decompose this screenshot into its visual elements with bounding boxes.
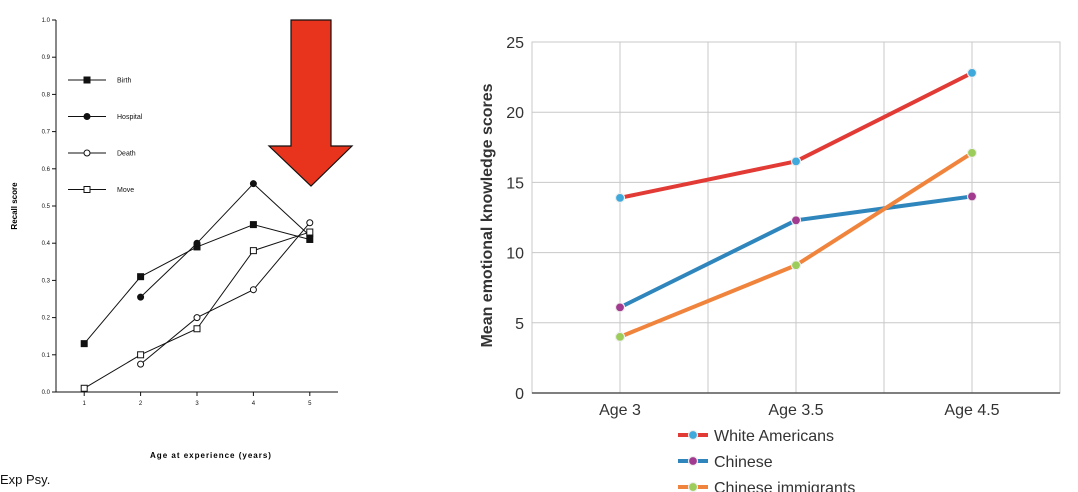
point-chinese: [790, 215, 802, 226]
right-x-tick-label: Age 3.5: [768, 402, 823, 419]
recall-score-chart: 0.0 0.1 0.2 0.3 0.4 0.5 0.6 0.7 0.8 0.9 1.0 1 2 3 4 5 B…: [10, 18, 354, 460]
legend-label-hospital: Hospital: [117, 114, 143, 121]
left-y-tick-label: 0.2: [42, 316, 51, 322]
left-y-tick-label: 0.3: [42, 278, 51, 284]
left-x-tick-label: 4: [252, 401, 256, 407]
left-axes: [52, 19, 338, 396]
point-chinese: [966, 191, 978, 202]
right-y-tick-label: 10: [506, 246, 524, 263]
right-tick-labels: 0 5 10 15 20 25 Age 3 Age 3.5 Age 4.5: [506, 35, 999, 419]
right-y-tick-label: 15: [506, 175, 524, 192]
left-series: [80, 180, 314, 392]
emotional-knowledge-chart: 0 5 10 15 20 25 Age 3 Age 3.5 Age 4.5 White Amer…: [479, 35, 1061, 492]
point-chinese: [614, 302, 626, 313]
point-birth: [80, 340, 88, 348]
point-birth: [137, 273, 145, 281]
point-white-americans: [966, 67, 978, 78]
line-move: [83, 231, 310, 389]
left-y-tick-label: 0.1: [42, 353, 51, 359]
point-death: [137, 360, 145, 368]
point-white-americans: [614, 192, 626, 203]
point-death: [249, 286, 257, 294]
point-move: [306, 228, 314, 236]
point-hospital: [137, 293, 145, 301]
point-chinese-immigrants: [790, 260, 802, 271]
right-y-tick-label: 25: [506, 35, 524, 52]
point-move: [137, 351, 145, 359]
line-hospital: [140, 182, 311, 298]
left-y-tick-label: 0.8: [42, 92, 51, 98]
legend-marker-hospital: [83, 113, 91, 120]
right-legend: White Americans Chinese Chinese immigrants: [678, 428, 855, 492]
right-y-tick-label: 0: [515, 386, 524, 403]
left-x-tick-label: 5: [308, 401, 312, 407]
left-tick-labels: 0.0 0.1 0.2 0.3 0.4 0.5 0.6 0.7 0.8 0.9 1.0 1 2 3 4 5: [42, 18, 312, 407]
point-hospital: [249, 180, 257, 188]
left-y-tick-label: 0.6: [42, 167, 51, 173]
left-x-tick-label: 1: [83, 401, 87, 407]
left-y-tick-label: 0.7: [42, 130, 51, 136]
legend-label-chinese: Chinese: [714, 454, 773, 471]
point-chinese-immigrants: [614, 331, 626, 342]
point-hospital: [193, 239, 201, 247]
left-y-tick-label: 0.5: [42, 204, 51, 210]
legend-label-move: Move: [117, 187, 134, 194]
right-x-tick-label: Age 3: [599, 402, 641, 419]
right-x-tick-label: Age 4.5: [944, 402, 999, 419]
point-move: [249, 247, 257, 255]
point-move: [80, 384, 88, 392]
legend-label-death: Death: [117, 151, 136, 158]
legend-marker-move: [83, 186, 91, 193]
right-y-axis-label: Mean emotional knowledge scores: [479, 83, 496, 347]
source-caption: Exp Psy.: [0, 472, 51, 487]
left-x-tick-label: 2: [139, 401, 143, 407]
right-y-tick-label: 20: [506, 105, 524, 122]
point-death: [193, 314, 201, 322]
legend-label-birth: Birth: [117, 78, 132, 85]
legend-marker-chinese: [687, 455, 699, 467]
right-series: [614, 67, 978, 342]
left-y-tick-label: 0.4: [42, 241, 51, 247]
legend-marker-birth: [83, 76, 91, 84]
point-chinese-immigrants: [966, 147, 978, 159]
legend-marker-chinese-immigrants: [687, 481, 699, 492]
point-birth: [249, 221, 257, 229]
left-y-tick-label: 0.0: [42, 390, 51, 396]
legend-label-white-americans: White Americans: [714, 428, 834, 445]
point-white-americans: [790, 156, 802, 167]
left-y-tick-label: 0.9: [42, 55, 51, 61]
legend-label-chinese-immigrants: Chinese immigrants: [714, 480, 855, 492]
left-x-axis-label: Age at experience (years): [150, 451, 272, 460]
right-y-tick-label: 5: [515, 316, 524, 333]
left-y-tick-label: 1.0: [42, 18, 51, 24]
point-move: [193, 325, 201, 333]
line-death: [140, 222, 311, 365]
red-down-arrow-icon: [267, 19, 354, 187]
legend-marker-white-americans: [687, 429, 699, 441]
left-legend: Birth Hospital Death Move: [68, 76, 143, 194]
left-y-axis-label: Recall score: [10, 182, 19, 230]
left-x-tick-label: 3: [195, 401, 199, 407]
point-death: [306, 219, 314, 227]
legend-marker-death: [83, 149, 91, 157]
